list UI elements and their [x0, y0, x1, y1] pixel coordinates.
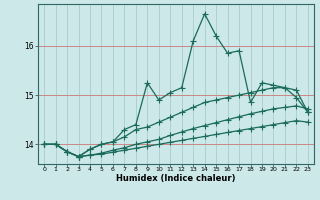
X-axis label: Humidex (Indice chaleur): Humidex (Indice chaleur): [116, 174, 236, 183]
